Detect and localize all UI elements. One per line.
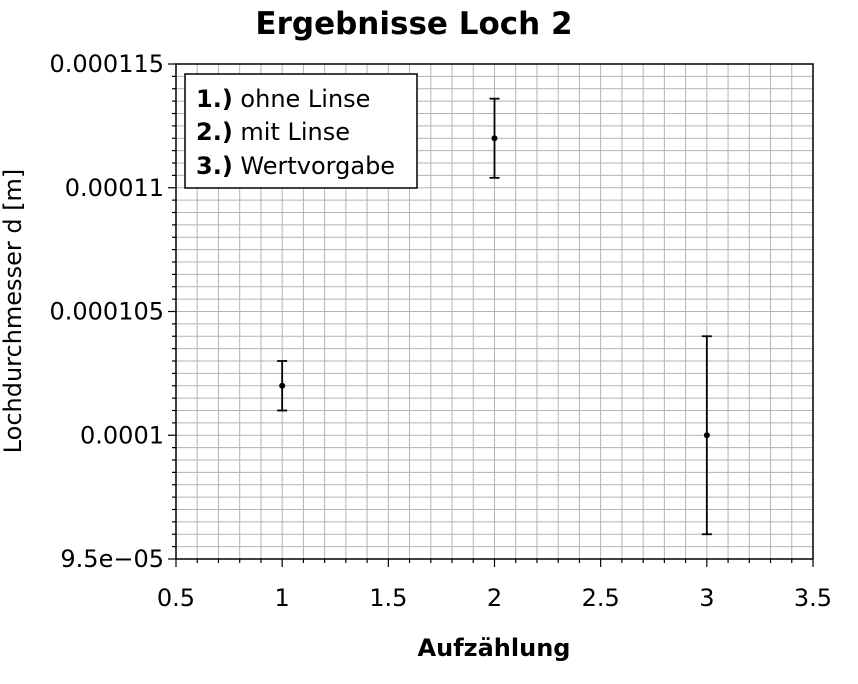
legend: 1.) ohne Linse 2.) mit Linse 3.) Wertvor…	[184, 73, 418, 189]
axis-ticks	[168, 63, 814, 567]
point-marker	[279, 382, 286, 389]
data-point-1	[277, 360, 288, 412]
legend-entry-2: 2.) mit Linse	[196, 118, 350, 146]
legend-entry-1: 1.) ohne Linse	[196, 85, 370, 113]
x-tick-label: 0.5	[157, 584, 195, 612]
chart-title: Ergebnisse Loch 2	[255, 6, 572, 42]
data-points	[277, 97, 712, 536]
y-tick-labels: 9.5e−05 0.0001 0.000105 0.00011 0.000115	[49, 50, 164, 573]
y-tick-label: 0.000115	[49, 50, 164, 78]
y-tick-label: 0.000105	[49, 298, 164, 326]
point-marker	[703, 432, 710, 439]
x-tick-label: 1.5	[369, 584, 407, 612]
y-axis-label: Lochdurchmesser d [m]	[0, 169, 27, 454]
x-tick-labels: 0.5 1 1.5 2 2.5 3 3.5	[157, 584, 832, 612]
legend-entry-1-text: ohne Linse	[233, 85, 371, 113]
legend-entry-1-num: 1.)	[196, 85, 233, 113]
data-point-2	[489, 97, 500, 179]
x-tick-label: 2	[487, 584, 502, 612]
x-tick-label: 1	[275, 584, 290, 612]
legend-box	[184, 73, 418, 189]
x-axis-label: Aufzählung	[418, 634, 571, 662]
data-point-3	[701, 335, 712, 536]
legend-entry-3-num: 3.)	[196, 152, 233, 180]
legend-entry-2-num: 2.)	[196, 118, 233, 146]
legend-entry-3-text: Wertvorgabe	[233, 152, 395, 180]
x-tick-label: 3	[699, 584, 714, 612]
point-marker	[491, 135, 498, 142]
x-tick-label: 3.5	[794, 584, 832, 612]
y-tick-label: 0.0001	[80, 421, 164, 449]
x-tick-label: 2.5	[582, 584, 620, 612]
y-tick-label: 9.5e−05	[60, 545, 164, 573]
legend-entry-3: 3.) Wertvorgabe	[196, 152, 395, 180]
legend-entry-2-text: mit Linse	[233, 118, 350, 146]
y-tick-label: 0.00011	[65, 174, 164, 202]
